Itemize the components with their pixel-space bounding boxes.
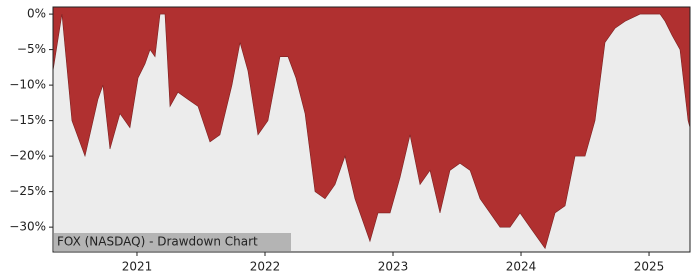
x-tick-label: 2025 (634, 260, 665, 274)
frame (52, 6, 691, 253)
y-tick-label: 0% (27, 7, 46, 21)
drawdown-area (52, 6, 691, 250)
x-tick-label: 2024 (506, 260, 537, 274)
y-tick-label: −5% (17, 42, 46, 56)
x-tick-label: 2023 (378, 260, 409, 274)
y-tick-label: −30% (9, 220, 46, 234)
x-tick-label: 2021 (122, 260, 153, 274)
y-tick-label: −15% (9, 113, 46, 127)
y-tick-label: −10% (9, 78, 46, 92)
y-tick-label: −20% (9, 149, 46, 163)
x-tick-label: 2022 (250, 260, 281, 274)
title-box (54, 233, 291, 251)
y-tick-label: −25% (9, 184, 46, 198)
chart-title: FOX (NASDAQ) - Drawdown Chart (57, 235, 258, 249)
